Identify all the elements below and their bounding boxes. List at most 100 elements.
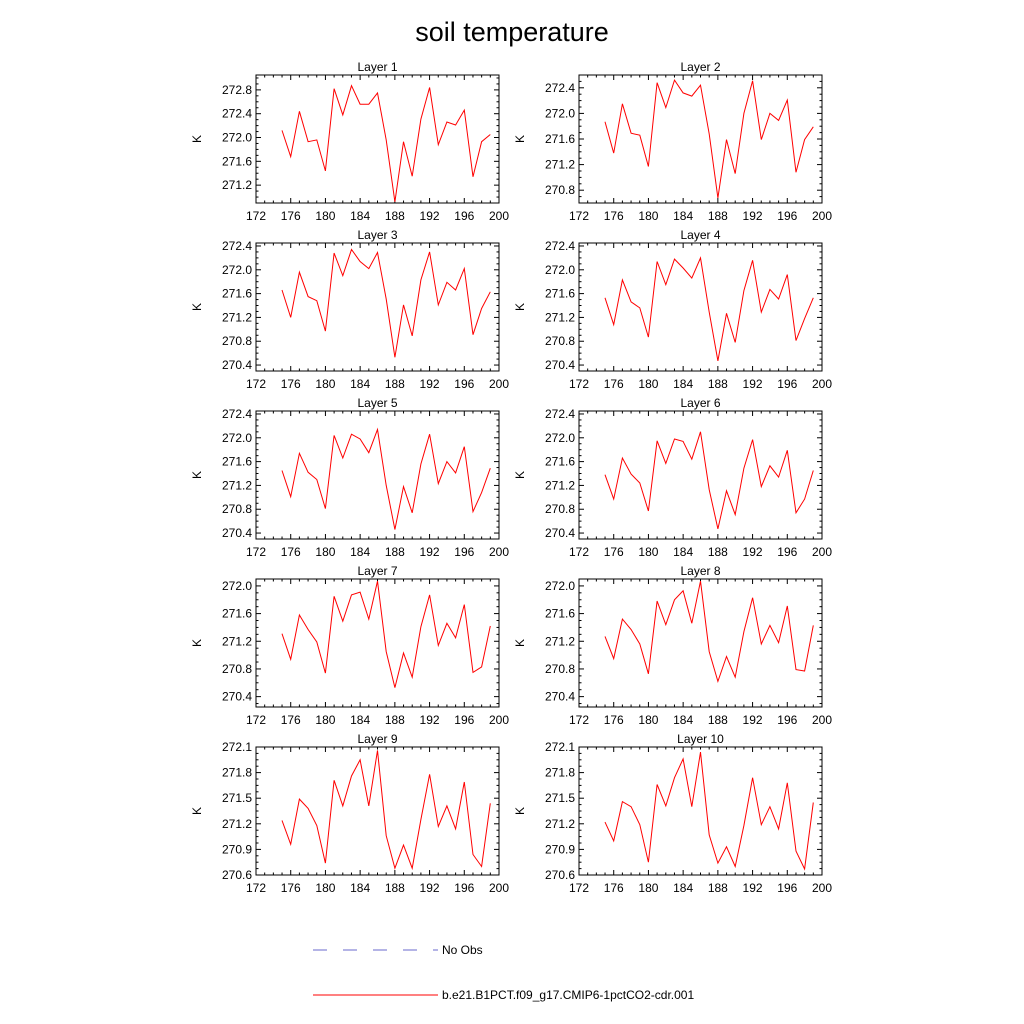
x-tick-label: 180 xyxy=(315,377,335,391)
y-tick-label: 272.4 xyxy=(222,107,252,121)
plot-frame xyxy=(578,74,823,204)
y-axis-label: K xyxy=(513,471,527,479)
x-tick-label: 192 xyxy=(743,377,763,391)
legend-label-no-obs: No Obs xyxy=(442,943,483,957)
panel-title: Layer 2 xyxy=(680,60,720,74)
series-line xyxy=(281,84,491,202)
x-tick-label: 180 xyxy=(315,713,335,727)
panel-layer-1: Layer 1 172 176 180 184 188 192 196 200 271.2 271.… xyxy=(190,60,509,223)
x-tick-label: 200 xyxy=(812,377,832,391)
y-axis-label: K xyxy=(513,807,527,815)
y-tick-label: 271.2 xyxy=(545,158,575,172)
x-tick-label: 200 xyxy=(489,545,509,559)
y-tick-label: 272.0 xyxy=(222,131,252,145)
x-tick-label: 180 xyxy=(315,881,335,895)
plot-frame xyxy=(255,746,500,876)
x-tick-label: 188 xyxy=(708,881,728,895)
panel-title: Layer 6 xyxy=(680,396,720,410)
panel-layer-6: Layer 6 172 176 180 184 188 192 196 200 270.4 270.… xyxy=(513,396,832,559)
series-line xyxy=(604,580,814,684)
y-tick-label: 272.0 xyxy=(222,579,252,593)
x-tick-label: 200 xyxy=(489,713,509,727)
panel-layer-3: Layer 3 172 176 180 184 188 192 196 200 270.4 270.… xyxy=(190,228,509,391)
x-tick-label: 184 xyxy=(350,209,370,223)
y-tick-label: 272.4 xyxy=(222,407,252,421)
x-tick-label: 176 xyxy=(604,209,624,223)
y-tick-label: 272.4 xyxy=(222,239,252,253)
x-tick-label: 180 xyxy=(638,881,658,895)
y-tick-label: 271.2 xyxy=(222,478,252,492)
series-line xyxy=(281,427,491,530)
y-tick-label: 272.0 xyxy=(545,579,575,593)
y-tick-label: 270.4 xyxy=(545,526,575,540)
x-tick-label: 200 xyxy=(489,881,509,895)
x-tick-label: 188 xyxy=(385,209,405,223)
x-tick-label: 176 xyxy=(604,713,624,727)
plot-frame xyxy=(578,578,823,708)
y-tick-label: 270.9 xyxy=(545,842,575,856)
x-tick-label: 188 xyxy=(385,881,405,895)
y-tick-label: 271.6 xyxy=(545,132,575,146)
y-axis-label: K xyxy=(513,303,527,311)
x-tick-label: 172 xyxy=(569,713,589,727)
y-tick-label: 272.8 xyxy=(222,83,252,97)
y-tick-label: 271.2 xyxy=(545,634,575,648)
x-tick-label: 176 xyxy=(604,377,624,391)
y-tick-label: 271.6 xyxy=(222,607,252,621)
x-tick-label: 176 xyxy=(604,545,624,559)
y-tick-label: 271.8 xyxy=(222,766,252,780)
y-tick-label: 272.1 xyxy=(222,740,252,754)
y-tick-label: 271.5 xyxy=(545,791,575,805)
x-tick-label: 192 xyxy=(420,545,440,559)
y-tick-label: 271.2 xyxy=(222,178,252,192)
x-tick-label: 184 xyxy=(350,545,370,559)
x-tick-label: 192 xyxy=(420,377,440,391)
x-tick-label: 192 xyxy=(743,209,763,223)
x-tick-label: 200 xyxy=(812,209,832,223)
y-tick-label: 272.4 xyxy=(545,239,575,253)
x-tick-label: 172 xyxy=(246,209,266,223)
x-tick-label: 192 xyxy=(743,713,763,727)
x-tick-label: 184 xyxy=(673,881,693,895)
x-tick-label: 176 xyxy=(281,545,301,559)
x-tick-label: 200 xyxy=(812,713,832,727)
x-tick-label: 180 xyxy=(315,545,335,559)
y-tick-label: 271.6 xyxy=(545,607,575,621)
x-tick-label: 192 xyxy=(743,881,763,895)
legend-label-model: b.e21.B1PCT.f09_g17.CMIP6-1pctCO2-cdr.00… xyxy=(442,988,694,1002)
x-tick-label: 196 xyxy=(777,209,797,223)
x-tick-label: 196 xyxy=(454,713,474,727)
x-tick-label: 184 xyxy=(350,377,370,391)
y-tick-label: 271.6 xyxy=(222,154,252,168)
plot-frame xyxy=(578,746,823,876)
x-tick-label: 180 xyxy=(315,209,335,223)
y-tick-label: 270.4 xyxy=(222,526,252,540)
series-line xyxy=(281,750,491,871)
y-tick-label: 271.2 xyxy=(545,817,575,831)
panel-title: Layer 4 xyxy=(680,228,720,242)
y-tick-label: 270.4 xyxy=(545,690,575,704)
y-tick-label: 270.6 xyxy=(222,868,252,882)
x-tick-label: 180 xyxy=(638,377,658,391)
y-tick-label: 272.4 xyxy=(545,81,575,95)
y-axis-label: K xyxy=(190,135,204,143)
y-tick-label: 270.8 xyxy=(545,334,575,348)
x-tick-label: 184 xyxy=(350,881,370,895)
series-line xyxy=(604,78,814,198)
x-tick-label: 192 xyxy=(743,545,763,559)
panel-title: Layer 10 xyxy=(677,732,724,746)
x-tick-label: 172 xyxy=(569,881,589,895)
x-tick-label: 172 xyxy=(569,377,589,391)
x-tick-label: 176 xyxy=(604,881,624,895)
x-tick-label: 172 xyxy=(246,377,266,391)
x-tick-label: 184 xyxy=(673,209,693,223)
x-tick-label: 196 xyxy=(777,377,797,391)
series-line xyxy=(604,256,814,361)
panel-title: Layer 8 xyxy=(680,564,720,578)
y-tick-label: 271.6 xyxy=(222,287,252,301)
y-tick-label: 271.2 xyxy=(545,478,575,492)
x-tick-label: 200 xyxy=(812,881,832,895)
y-axis-label: K xyxy=(513,135,527,143)
x-tick-label: 192 xyxy=(420,209,440,223)
